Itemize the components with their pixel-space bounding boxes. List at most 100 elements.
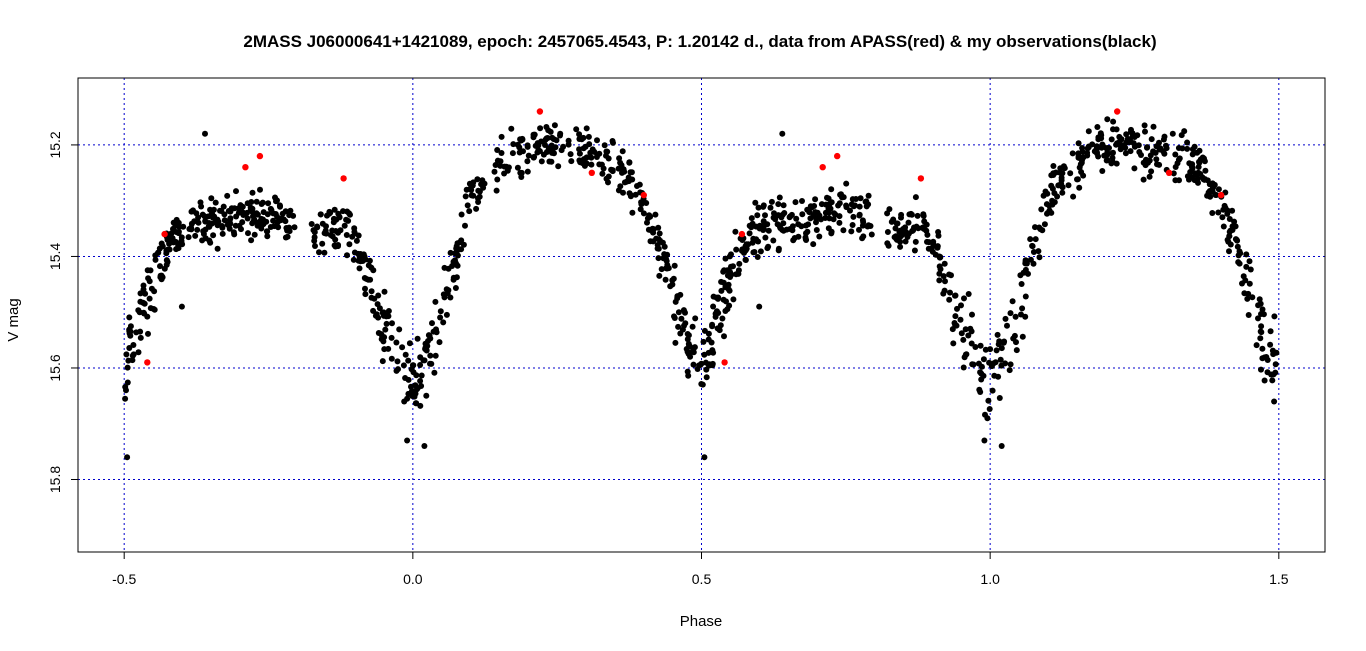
observation-point (757, 248, 764, 255)
observation-point (884, 240, 891, 247)
observation-point (588, 154, 595, 161)
observation-point (543, 149, 550, 155)
observation-point (1022, 313, 1029, 320)
observation-point (514, 141, 521, 148)
observation-point (765, 243, 772, 250)
observation-point (418, 372, 425, 379)
observation-point (126, 345, 133, 351)
observation-point (400, 362, 407, 369)
observation-point (332, 243, 339, 250)
observation-point (417, 362, 424, 368)
observation-point (148, 285, 155, 292)
y-tick-label: 15.4 (47, 243, 63, 270)
observation-point (952, 292, 959, 299)
observation-point (816, 233, 823, 240)
observation-point (1079, 145, 1086, 151)
observation-point (1009, 298, 1016, 305)
observation-point (1195, 179, 1201, 186)
observation-point (936, 254, 943, 261)
observation-point (692, 315, 699, 322)
observation-point (603, 175, 610, 182)
observation-point (1098, 132, 1105, 139)
observation-point (1050, 163, 1057, 169)
observation-point (350, 256, 357, 263)
observation-point (321, 249, 328, 256)
observation-point (1118, 136, 1125, 143)
observation-point (1229, 207, 1236, 214)
observation-point (383, 313, 390, 320)
observation-point (244, 215, 251, 222)
observation-point (836, 200, 843, 207)
observation-point (832, 211, 839, 218)
observation-point (975, 360, 982, 367)
observation-point (935, 229, 942, 235)
observation-point (1131, 165, 1138, 172)
observation-point (742, 257, 749, 263)
observation-point (1027, 256, 1034, 263)
observation-point (544, 135, 551, 141)
observation-point (828, 199, 835, 206)
observation-point (428, 360, 435, 367)
observation-point (212, 199, 219, 206)
observation-point (257, 186, 263, 193)
observation-point (1257, 335, 1264, 342)
observation-point (1161, 150, 1168, 157)
observation-point (412, 382, 419, 389)
observation-point (762, 234, 769, 241)
observation-point (126, 330, 133, 337)
observation-point (388, 334, 395, 341)
observation-point (762, 212, 768, 219)
observation-point (860, 219, 867, 226)
observation-point (951, 320, 958, 326)
observation-point (394, 358, 401, 365)
observation-point (629, 209, 636, 216)
observation-point (739, 237, 746, 243)
observation-point (417, 378, 424, 384)
observation-point (621, 179, 628, 186)
observation-point (433, 326, 439, 333)
observation-point (924, 238, 930, 245)
observation-point (960, 336, 967, 343)
observation-point (754, 254, 761, 260)
observation-point (906, 211, 913, 218)
observation-point (1067, 170, 1074, 177)
observation-point (137, 290, 144, 297)
observation-point (910, 227, 917, 234)
observation-point (1019, 305, 1026, 312)
observation-point (385, 308, 392, 314)
observation-point (205, 223, 212, 230)
observation-point (958, 302, 964, 309)
observation-point (625, 174, 632, 181)
observation-point (210, 232, 217, 239)
observation-point (319, 240, 326, 247)
observation-point (567, 151, 574, 158)
observation-point (898, 211, 905, 218)
observation-point (1144, 144, 1150, 151)
observation-point (501, 163, 508, 170)
observation-point (172, 222, 179, 229)
observation-point (655, 224, 662, 231)
observation-point (644, 215, 651, 222)
observation-point (940, 290, 947, 297)
observation-point (198, 203, 205, 210)
observation-point (790, 237, 797, 244)
observation-point (378, 331, 385, 338)
observation-point (441, 264, 448, 271)
observation-point (1235, 259, 1242, 266)
observation-point (573, 126, 580, 133)
observation-point (655, 255, 662, 262)
observation-point (396, 326, 403, 333)
apass-point (256, 152, 264, 160)
observation-point (279, 210, 286, 217)
observation-point (1271, 313, 1278, 320)
observation-point (1253, 342, 1260, 349)
observation-point (1196, 159, 1203, 166)
observation-point (691, 344, 698, 351)
observation-point (233, 213, 240, 220)
observation-point (429, 320, 435, 327)
observation-point (868, 231, 875, 238)
observation-point (813, 219, 819, 226)
observation-point (1110, 118, 1117, 125)
observation-point (264, 233, 271, 240)
observation-point (173, 216, 180, 223)
